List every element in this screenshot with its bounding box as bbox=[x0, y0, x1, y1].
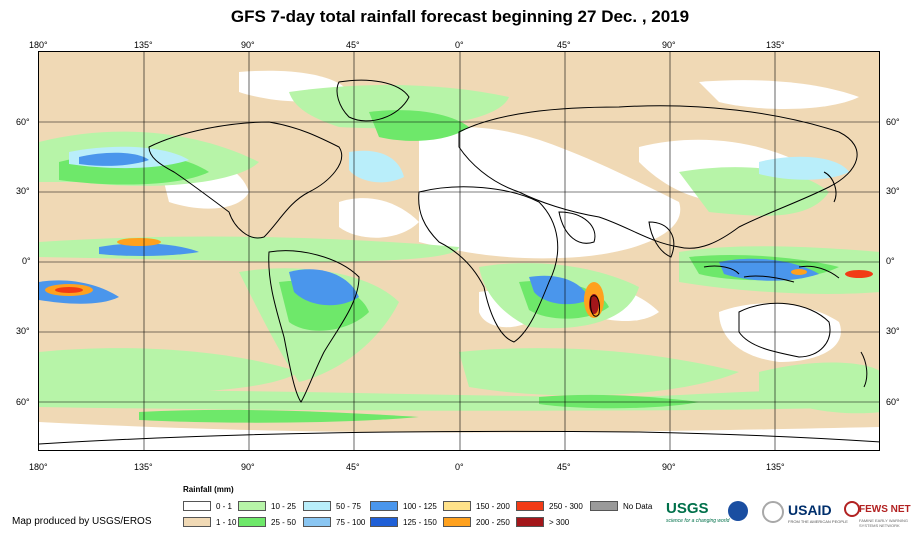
legend-swatch bbox=[303, 517, 331, 527]
legend-swatch bbox=[516, 501, 544, 511]
right-lat-label: 30° bbox=[886, 186, 900, 196]
left-lat-label: 30° bbox=[16, 186, 30, 196]
right-lat-label: 60° bbox=[886, 397, 900, 407]
legend-item: 25 - 50 bbox=[238, 517, 296, 527]
legend-label: No Data bbox=[623, 501, 653, 511]
legend-item: 10 - 25 bbox=[238, 501, 296, 511]
left-lat-label: 30° bbox=[16, 326, 30, 336]
top-lon-label: 135° bbox=[134, 40, 153, 50]
legend-item: 1 - 10 bbox=[183, 517, 236, 527]
legend-swatch bbox=[370, 517, 398, 527]
top-lon-label: 0° bbox=[455, 40, 464, 50]
rainfall-map bbox=[38, 51, 880, 451]
partner-logos: USGS science for a changing world USAID … bbox=[666, 496, 916, 530]
usaid-logo: USAID bbox=[788, 502, 832, 518]
legend-item: 50 - 75 bbox=[303, 501, 361, 511]
bottom-lon-label: 180° bbox=[29, 462, 48, 472]
left-lat-label: 60° bbox=[16, 397, 30, 407]
legend-item: 125 - 150 bbox=[370, 517, 437, 527]
right-lat-label: 30° bbox=[886, 326, 900, 336]
legend-item: 200 - 250 bbox=[443, 517, 510, 527]
legend-label: 250 - 300 bbox=[549, 501, 583, 511]
legend-swatch bbox=[303, 501, 331, 511]
noaa-logo-icon bbox=[728, 501, 748, 521]
legend-item: 0 - 1 bbox=[183, 501, 232, 511]
legend-label: 50 - 75 bbox=[336, 501, 361, 511]
usaid-seal-icon bbox=[762, 501, 784, 523]
legend-label: 10 - 25 bbox=[271, 501, 296, 511]
legend-swatch bbox=[370, 501, 398, 511]
right-lat-label: 0° bbox=[886, 256, 895, 266]
legend-label: 25 - 50 bbox=[271, 517, 296, 527]
legend-label: 1 - 10 bbox=[216, 517, 237, 527]
top-lon-label: 90° bbox=[662, 40, 676, 50]
legend-swatch bbox=[443, 517, 471, 527]
top-lon-label: 180° bbox=[29, 40, 48, 50]
extreme-rain-spots bbox=[45, 238, 873, 318]
legend-swatch bbox=[590, 501, 618, 511]
graticule bbox=[39, 52, 879, 450]
left-lat-label: 0° bbox=[22, 256, 31, 266]
legend-swatch bbox=[183, 517, 211, 527]
legend-item: 150 - 200 bbox=[443, 501, 510, 511]
top-lon-label: 45° bbox=[557, 40, 571, 50]
usaid-tagline: FROM THE AMERICAN PEOPLE bbox=[788, 519, 848, 524]
top-lon-label: 45° bbox=[346, 40, 360, 50]
usgs-logo: USGS bbox=[666, 500, 709, 517]
right-lat-label: 60° bbox=[886, 117, 900, 127]
legend-label: 150 - 200 bbox=[476, 501, 510, 511]
map-credit: Map produced by USGS/EROS bbox=[12, 516, 152, 527]
legend-swatch bbox=[183, 501, 211, 511]
usgs-tagline: science for a changing world bbox=[666, 518, 730, 524]
legend-title: Rainfall (mm) bbox=[183, 485, 234, 494]
legend-item: 75 - 100 bbox=[303, 517, 365, 527]
legend-label: > 300 bbox=[549, 517, 570, 527]
legend-swatch bbox=[238, 501, 266, 511]
legend-item: No Data bbox=[590, 501, 652, 511]
bottom-lon-label: 90° bbox=[662, 462, 676, 472]
fews-net-logo: FEWS NET bbox=[859, 504, 911, 515]
legend-swatch bbox=[238, 517, 266, 527]
bottom-lon-label: 45° bbox=[346, 462, 360, 472]
continent-outlines bbox=[39, 79, 879, 445]
map-title: GFS 7-day total rainfall forecast beginn… bbox=[230, 7, 690, 26]
top-lon-label: 135° bbox=[766, 40, 785, 50]
bottom-lon-label: 135° bbox=[766, 462, 785, 472]
bottom-lon-label: 90° bbox=[241, 462, 255, 472]
legend-label: 75 - 100 bbox=[336, 517, 366, 527]
legend-swatch bbox=[516, 517, 544, 527]
left-lat-label: 60° bbox=[16, 117, 30, 127]
legend-label: 125 - 150 bbox=[403, 517, 437, 527]
legend-label: 0 - 1 bbox=[216, 501, 233, 511]
map-canvas bbox=[39, 52, 879, 450]
legend-label: 200 - 250 bbox=[476, 517, 510, 527]
legend-item: 100 - 125 bbox=[370, 501, 437, 511]
fews-tagline: FAMINE EARLY WARNING SYSTEMS NETWORK bbox=[859, 518, 909, 528]
bottom-lon-label: 45° bbox=[557, 462, 571, 472]
fews-globe-icon bbox=[844, 501, 860, 517]
legend-item: > 300 bbox=[516, 517, 569, 527]
legend-item: 250 - 300 bbox=[516, 501, 583, 511]
legend-label: 100 - 125 bbox=[403, 501, 437, 511]
bottom-lon-label: 0° bbox=[455, 462, 464, 472]
legend-swatch bbox=[443, 501, 471, 511]
top-lon-label: 90° bbox=[241, 40, 255, 50]
bottom-lon-label: 135° bbox=[134, 462, 153, 472]
